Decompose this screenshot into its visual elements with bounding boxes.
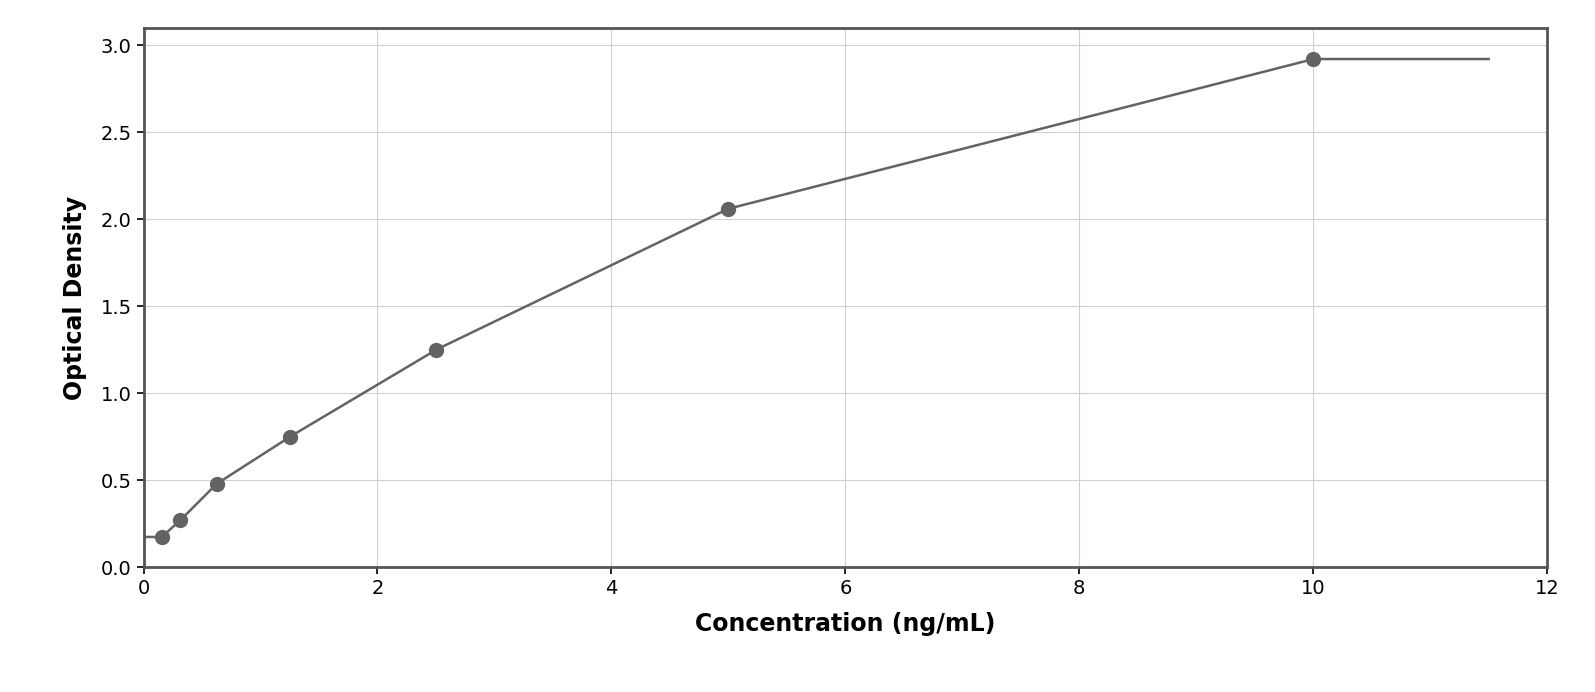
- Point: [1300, 53, 1325, 64]
- X-axis label: Concentration (ng/mL): Concentration (ng/mL): [695, 612, 995, 636]
- Point: [278, 431, 303, 442]
- Point: [167, 515, 193, 526]
- Point: [148, 531, 174, 543]
- Point: [204, 478, 230, 489]
- Point: [716, 203, 742, 215]
- Point: [423, 344, 448, 355]
- Y-axis label: Optical Density: Optical Density: [62, 196, 86, 399]
